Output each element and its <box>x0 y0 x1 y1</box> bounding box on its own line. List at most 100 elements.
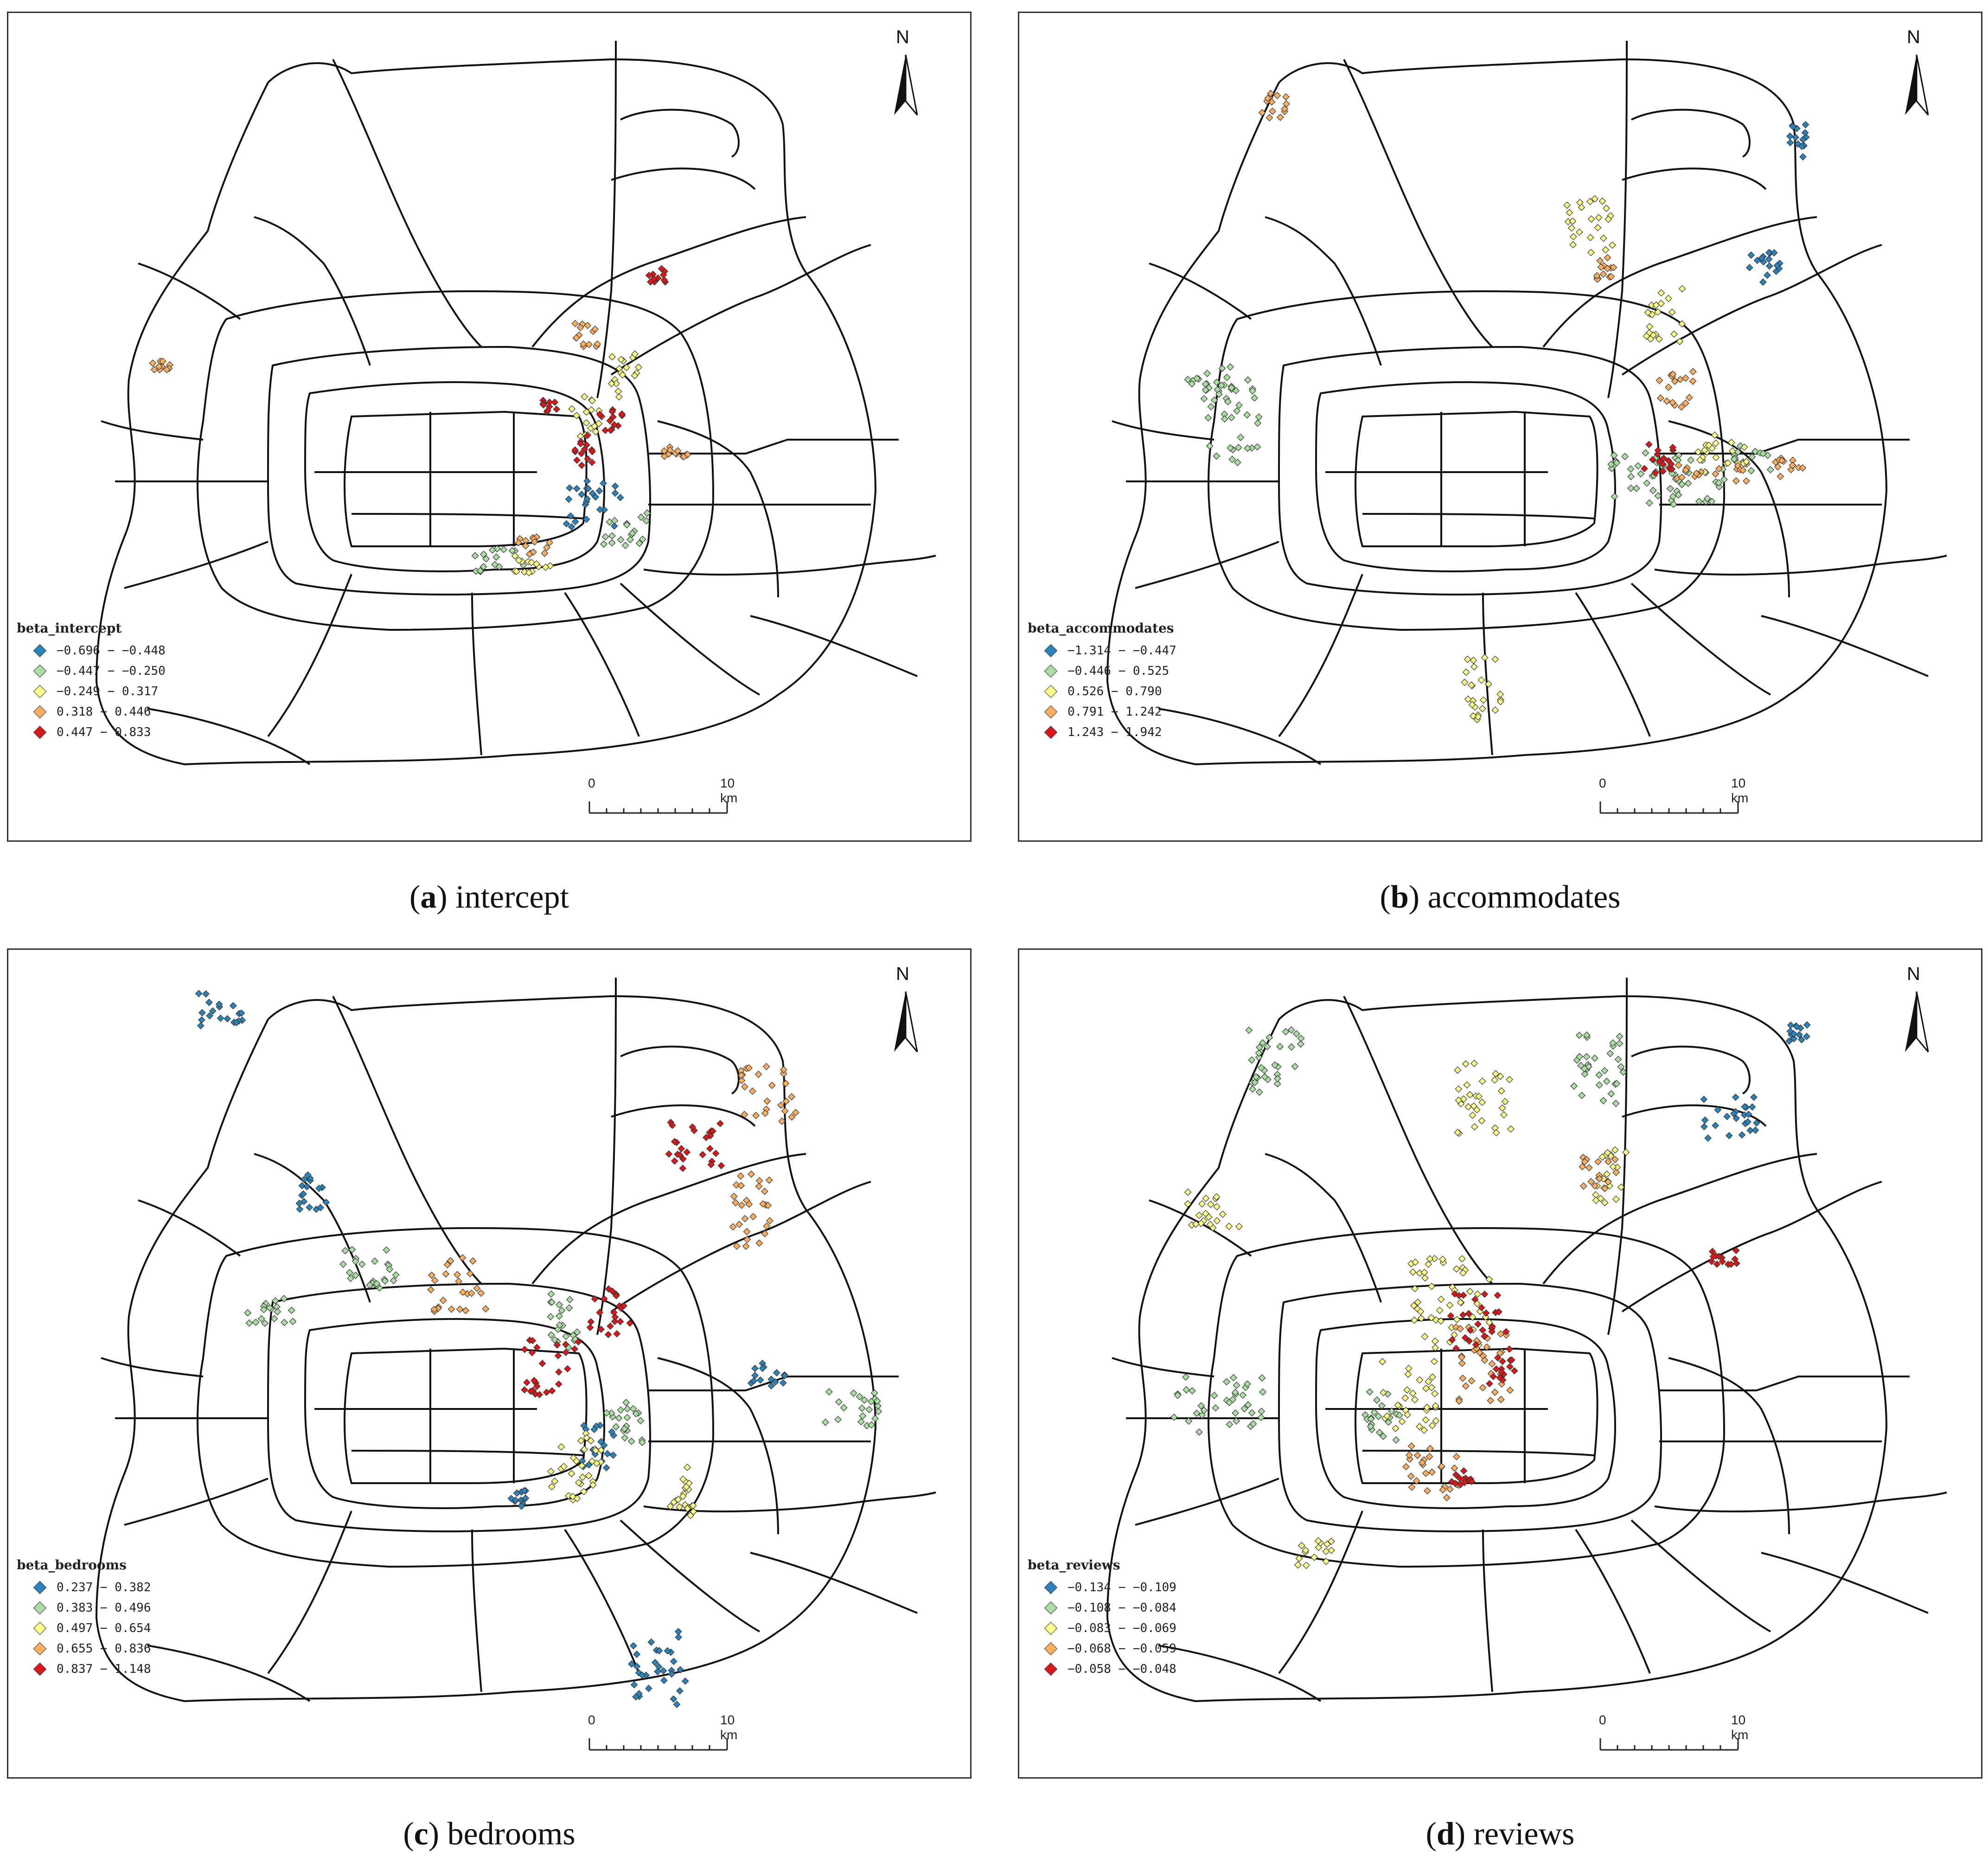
listing-point <box>1496 1349 1504 1357</box>
listing-point <box>1419 1459 1426 1466</box>
listing-point <box>1474 1290 1482 1298</box>
listing-point <box>683 1148 691 1156</box>
listing-point <box>1777 473 1784 480</box>
road-line <box>1343 59 1493 348</box>
listing-point <box>1727 1261 1735 1268</box>
listing-point <box>150 366 158 373</box>
listing-point <box>1431 1337 1439 1345</box>
listing-point <box>1595 1071 1603 1079</box>
listing-point <box>743 1228 751 1236</box>
listing-point <box>604 1450 611 1458</box>
listing-point <box>1213 1217 1221 1225</box>
listing-point <box>1786 139 1794 147</box>
road-line <box>304 381 605 572</box>
listing-point <box>1189 1387 1196 1395</box>
listing-point <box>1745 1110 1752 1118</box>
listing-point <box>1790 1035 1798 1043</box>
listing-point <box>1428 1282 1436 1290</box>
listing-point <box>613 380 620 387</box>
listing-point <box>1322 1548 1330 1555</box>
listing-point <box>1799 153 1807 161</box>
listing-point <box>347 1274 354 1282</box>
listing-point <box>623 364 630 371</box>
listing-point <box>1252 1073 1260 1081</box>
listing-point <box>642 517 650 525</box>
listing-point <box>1773 262 1781 269</box>
caption-d: (d) reviews <box>1018 1816 1982 1853</box>
road-line <box>1668 420 1790 598</box>
listing-point <box>1192 1220 1200 1228</box>
listing-point <box>455 1277 463 1285</box>
listing-point <box>528 1349 536 1357</box>
legend-label: 0.837 − 1.148 <box>57 1662 151 1676</box>
listing-point <box>1801 129 1809 137</box>
listing-point <box>639 535 646 543</box>
listing-point <box>594 340 601 348</box>
listing-point <box>1469 1313 1477 1321</box>
listing-point <box>1184 1200 1192 1208</box>
listing-point <box>543 1389 550 1396</box>
listing-point <box>1249 1085 1257 1093</box>
listing-point <box>631 371 639 379</box>
listing-point <box>583 432 591 440</box>
listing-point <box>755 1183 763 1190</box>
listing-point <box>1183 1386 1190 1394</box>
legend-row: −0.249 − 0.317 <box>17 681 166 702</box>
listing-point <box>1744 1118 1751 1126</box>
scale-start-label: 0 <box>588 776 595 790</box>
listing-point <box>1595 214 1603 222</box>
listing-point <box>630 1642 637 1650</box>
listing-point <box>1617 1183 1625 1191</box>
listing-point <box>1610 451 1618 459</box>
listing-point <box>1619 1068 1627 1076</box>
listing-point <box>1294 1561 1302 1569</box>
scale-end-label: 10 km <box>720 1713 738 1742</box>
listing-point <box>607 1322 614 1330</box>
listing-point <box>317 1204 325 1211</box>
legend-title: beta_accommodates <box>1028 621 1174 636</box>
listing-point <box>1799 136 1807 143</box>
listing-point <box>1485 1319 1493 1326</box>
listing-point <box>1479 1326 1487 1334</box>
road-line <box>620 109 740 158</box>
road-line <box>657 420 779 598</box>
listing-point <box>1657 289 1665 297</box>
listing-point <box>665 1150 673 1158</box>
legend-swatch <box>1044 1642 1058 1656</box>
listing-point <box>1487 1397 1495 1404</box>
listing-point <box>751 1371 759 1379</box>
listing-point <box>1745 264 1753 271</box>
listing-point <box>628 1660 635 1668</box>
listing-point <box>585 341 593 348</box>
listing-point <box>1257 1414 1265 1421</box>
listing-point <box>575 1338 582 1346</box>
listing-point <box>206 1012 213 1020</box>
listing-point <box>1231 1389 1239 1396</box>
listing-point <box>1654 492 1662 499</box>
listing-point <box>1723 1113 1731 1120</box>
listing-point <box>679 1165 687 1172</box>
listing-point <box>1174 1391 1182 1399</box>
listing-point <box>553 405 561 413</box>
listing-point <box>1454 1128 1462 1136</box>
listing-point <box>529 1337 537 1344</box>
listing-point <box>1765 262 1773 270</box>
listing-point <box>1409 1268 1417 1276</box>
listing-point <box>763 1097 771 1105</box>
listing-point <box>1696 456 1704 464</box>
listing-point <box>1429 1421 1436 1429</box>
listing-point <box>479 551 487 558</box>
listing-point <box>1789 123 1797 130</box>
listing-point <box>617 356 625 364</box>
listing-point <box>1417 1314 1425 1322</box>
listing-point <box>689 1502 697 1510</box>
road-network <box>96 40 936 765</box>
listing-point <box>1244 444 1251 452</box>
road-line <box>1362 1450 1595 1456</box>
legend-label: −0.083 − −0.069 <box>1068 1621 1176 1635</box>
listing-point <box>601 427 609 434</box>
listing-point <box>581 393 588 401</box>
caption-paren: ( <box>409 879 421 915</box>
listing-point <box>1616 1032 1624 1040</box>
listing-point <box>632 1410 640 1417</box>
